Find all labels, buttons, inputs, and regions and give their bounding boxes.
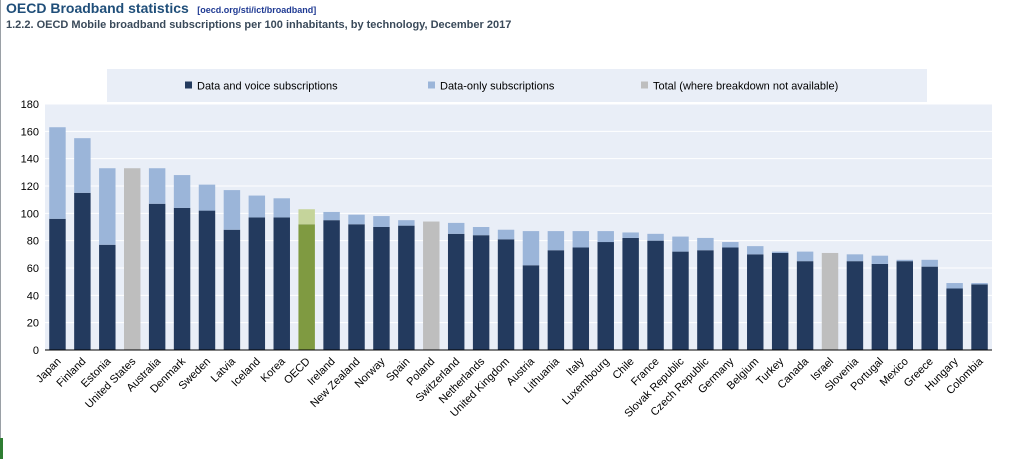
bar-segment bbox=[971, 283, 988, 285]
bar-segment bbox=[547, 250, 565, 350]
y-tick-label: 60 bbox=[27, 263, 39, 275]
bar-segment bbox=[298, 224, 315, 350]
bar-segment bbox=[447, 222, 465, 234]
bar-segment bbox=[223, 229, 241, 350]
bar-segment bbox=[447, 233, 465, 350]
bar-segment bbox=[946, 288, 963, 350]
bar-segment bbox=[74, 138, 91, 193]
bar-segment bbox=[597, 231, 614, 243]
bar-segment bbox=[896, 259, 914, 262]
bar-segment bbox=[148, 203, 166, 350]
bar-segment bbox=[423, 221, 440, 350]
bar-segment bbox=[522, 231, 540, 266]
bar-segment bbox=[472, 235, 490, 350]
bar-segment bbox=[298, 209, 315, 225]
bar-segment bbox=[846, 254, 864, 262]
bar-segment bbox=[647, 240, 664, 350]
bar-segment bbox=[273, 198, 290, 218]
left-rule bbox=[0, 0, 1, 459]
bar-segment bbox=[49, 127, 66, 219]
chart-title: OECD Broadband statistics bbox=[6, 0, 189, 16]
y-tick-label: 80 bbox=[27, 236, 39, 248]
bar-segment bbox=[99, 168, 116, 245]
bar-segment bbox=[871, 263, 889, 350]
bar-segment bbox=[223, 190, 241, 230]
bar-segment bbox=[173, 175, 191, 208]
bar-segment bbox=[697, 250, 714, 350]
bar-segment bbox=[946, 283, 963, 289]
y-tick-label: 40 bbox=[27, 290, 39, 302]
y-tick-label: 120 bbox=[21, 181, 39, 193]
bar-segment bbox=[697, 237, 714, 251]
bar-segment bbox=[796, 261, 814, 350]
bar-segment bbox=[49, 218, 66, 350]
bar-segment bbox=[672, 236, 689, 252]
y-tick-label: 160 bbox=[21, 126, 39, 138]
legend-label: Total (where breakdown not available) bbox=[653, 81, 838, 93]
legend-swatch bbox=[641, 81, 648, 89]
bar-segment bbox=[373, 216, 390, 227]
bar-segment bbox=[622, 232, 639, 238]
bar-segment bbox=[821, 252, 839, 350]
y-tick-label: 20 bbox=[27, 318, 39, 330]
bar-segment bbox=[771, 252, 789, 350]
bar-segment bbox=[722, 242, 739, 248]
bar-segment bbox=[323, 211, 340, 221]
y-tick-label: 140 bbox=[21, 154, 39, 166]
bar-segment bbox=[921, 259, 938, 267]
bar-segment bbox=[771, 251, 789, 253]
bar-segment bbox=[497, 239, 515, 350]
y-tick-label: 0 bbox=[33, 345, 39, 357]
bar-segment bbox=[647, 233, 664, 241]
bar-segment bbox=[796, 251, 814, 262]
bar-segment bbox=[597, 242, 614, 350]
bar-segment bbox=[148, 168, 166, 204]
legend-swatch bbox=[428, 81, 435, 89]
bar-segment bbox=[572, 231, 590, 248]
bar-segment bbox=[846, 261, 864, 350]
bar-segment bbox=[348, 214, 365, 225]
bar-segment bbox=[198, 184, 216, 211]
bar-segment bbox=[398, 220, 415, 226]
bar-segment bbox=[99, 244, 116, 350]
bar-segment bbox=[323, 220, 340, 350]
bar-segment bbox=[672, 251, 689, 350]
bar-segment bbox=[472, 227, 490, 236]
legend-label: Data-only subscriptions bbox=[440, 81, 555, 93]
bar-segment bbox=[497, 229, 515, 240]
bar-segment bbox=[871, 255, 889, 264]
chart-subtitle: 1.2.2. OECD Mobile broadband subscriptio… bbox=[6, 19, 512, 31]
y-tick-label: 180 bbox=[21, 99, 39, 111]
source-link[interactable]: [oecd.org/sti/ict/broadband] bbox=[197, 5, 317, 15]
bar-segment bbox=[547, 231, 565, 251]
bar-segment bbox=[198, 210, 216, 350]
legend-swatch bbox=[185, 81, 192, 89]
legend-label: Data and voice subscriptions bbox=[197, 81, 338, 93]
title-line: OECD Broadband statistics [oecd.org/sti/… bbox=[6, 0, 316, 18]
bar-segment bbox=[348, 224, 365, 350]
bar-segment bbox=[123, 168, 141, 350]
bar-segment bbox=[971, 284, 988, 350]
bar-segment bbox=[896, 261, 914, 350]
bar-segment bbox=[273, 217, 290, 350]
bar-segment bbox=[398, 225, 415, 350]
bar-segment bbox=[572, 247, 590, 350]
bar-segment bbox=[373, 227, 390, 350]
y-tick-label: 100 bbox=[21, 208, 39, 220]
bar-segment bbox=[248, 195, 266, 218]
bar-segment bbox=[747, 254, 764, 350]
bar-segment bbox=[622, 237, 639, 350]
left-accent bbox=[0, 438, 3, 459]
bar-segment bbox=[522, 265, 540, 350]
bar-segment bbox=[74, 192, 91, 350]
bar-segment bbox=[722, 247, 739, 350]
chart-header: OECD Broadband statistics [oecd.org/sti/… bbox=[6, 0, 316, 18]
legend-background bbox=[107, 69, 927, 102]
bar-segment bbox=[747, 246, 764, 255]
bar-segment bbox=[921, 266, 938, 350]
bar-segment bbox=[173, 207, 191, 350]
bar-segment bbox=[248, 217, 266, 350]
